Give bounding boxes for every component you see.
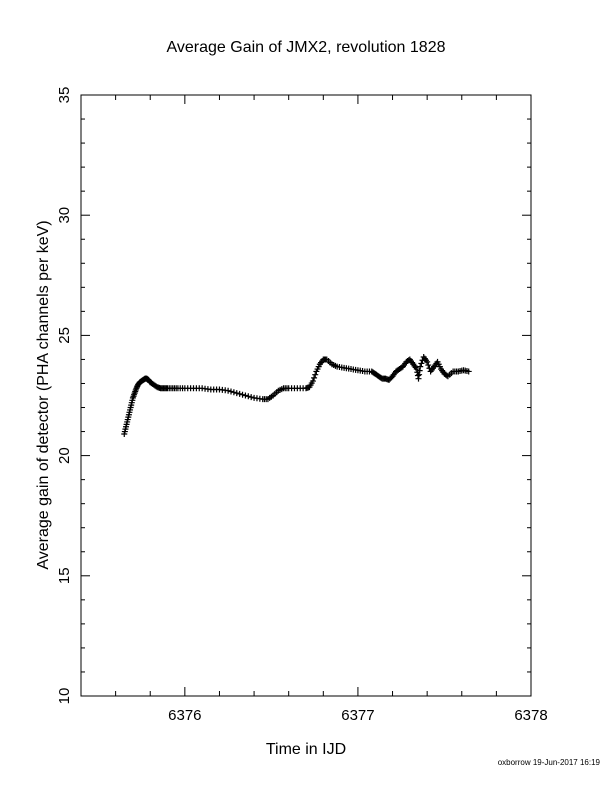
chart-title: Average Gain of JMX2, revolution 1828 [167, 39, 446, 56]
data-point [443, 372, 450, 379]
data-point [239, 391, 246, 398]
x-axis: 6376 6377 6378 [80, 95, 548, 724]
y-tick-label: 25 [56, 327, 73, 344]
plot-frame [80, 94, 532, 697]
y-axis-label: Average gain of detector (PHA channels p… [35, 220, 52, 569]
y-tick-label: 10 [56, 688, 73, 705]
data-point [248, 394, 255, 401]
data-point [425, 362, 432, 369]
data-points [121, 354, 472, 437]
y-tick-label: 35 [56, 87, 73, 104]
data-point [225, 387, 232, 394]
data-point [465, 368, 472, 375]
data-point [309, 378, 316, 385]
x-tick-label: 6376 [168, 707, 201, 724]
timestamp-stamp: oxborrow 19-Jun-2017 16:19 [497, 758, 600, 767]
y-tick-label: 15 [56, 567, 73, 584]
data-point [424, 358, 431, 365]
x-tick-label: 6378 [514, 707, 547, 724]
data-point [418, 360, 425, 367]
y-axis: 10 15 20 25 30 35 [56, 87, 531, 705]
data-point [228, 388, 234, 395]
data-point [311, 374, 318, 381]
data-point [236, 390, 243, 397]
data-point [242, 392, 249, 399]
y-tick-label: 30 [56, 207, 73, 224]
x-tick-label: 6377 [341, 707, 374, 724]
y-tick-label: 20 [56, 447, 73, 464]
data-point [230, 389, 237, 396]
data-point [233, 390, 240, 397]
data-point [417, 363, 424, 370]
data-point [245, 393, 252, 400]
data-point [312, 371, 319, 378]
x-axis-label: Time in IJD [266, 741, 346, 758]
